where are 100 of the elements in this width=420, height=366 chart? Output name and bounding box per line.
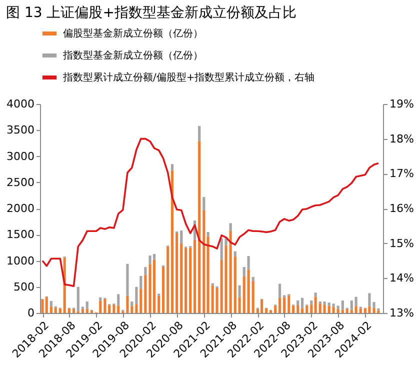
bar [68, 308, 70, 313]
bar [283, 297, 286, 313]
bar [162, 267, 165, 313]
bar [144, 274, 147, 313]
bar [323, 302, 326, 305]
bar [144, 267, 147, 275]
bar [54, 308, 57, 313]
bar [346, 308, 348, 313]
bar [336, 306, 340, 309]
bar [354, 296, 358, 306]
bar [332, 306, 335, 313]
bar [180, 230, 183, 244]
bar [72, 308, 76, 313]
bar [198, 141, 201, 313]
bar [99, 300, 102, 313]
y-tick-label: 0 [28, 306, 34, 320]
bar [252, 276, 254, 282]
bar [314, 292, 317, 297]
y2-tick-label: 17% [390, 167, 414, 180]
bar [189, 248, 192, 313]
bar [300, 308, 304, 313]
bar [238, 297, 241, 313]
bar [229, 230, 232, 313]
y-tick-label: 500 [14, 280, 34, 294]
bar [41, 299, 44, 313]
y2-tick-label: 19% [390, 98, 414, 110]
bar [176, 233, 178, 313]
bar [278, 284, 282, 298]
bar [193, 240, 196, 313]
chart-title: 图 13 上证偏股+指数型基金新成立份额及占比 [6, 5, 296, 21]
bar [224, 246, 228, 313]
bar [50, 300, 52, 306]
bar [292, 306, 295, 313]
bar [112, 304, 116, 313]
bar [180, 244, 183, 313]
bar [45, 296, 48, 313]
bar [81, 308, 84, 313]
bar [202, 197, 206, 210]
line-series [42, 138, 380, 288]
bar [359, 308, 362, 313]
bar [76, 286, 80, 312]
y-tick-label: 3500 [6, 124, 34, 137]
y-tick-label: 1500 [6, 228, 34, 242]
bar [86, 308, 88, 313]
bar [314, 296, 317, 313]
bar [50, 306, 52, 313]
legend-label: 偏股型基金新成立份额（亿份） [63, 28, 203, 40]
bar [148, 256, 152, 264]
bar [269, 310, 272, 313]
bar [323, 304, 326, 313]
bar [354, 306, 358, 313]
bar [341, 300, 344, 310]
bar [108, 305, 111, 313]
bar [86, 302, 88, 309]
y2-tick-label: 16% [390, 202, 414, 215]
bar [117, 306, 120, 313]
bar [99, 297, 102, 301]
bar [274, 306, 277, 313]
bar [202, 210, 206, 313]
y-tick-label: 2500 [6, 176, 34, 189]
legend-label: 指数型累计成立份额/偏股型+指数型累计成立份额，右轴 [62, 72, 315, 84]
bar [58, 308, 62, 313]
y-tick-label: 2000 [6, 202, 34, 215]
bar [300, 298, 304, 308]
bar [332, 304, 335, 307]
y2-tick-label: 15% [390, 236, 414, 250]
bar [238, 285, 241, 298]
y-tick-label: 4000 [6, 98, 34, 110]
y2-tick-label: 18% [390, 132, 414, 146]
bar [278, 297, 282, 313]
bar [288, 295, 290, 313]
bar [126, 296, 129, 313]
bar [117, 294, 120, 306]
y-tick-label: 3000 [6, 150, 34, 163]
bar [198, 126, 201, 142]
bar [296, 304, 300, 313]
bar [234, 251, 236, 257]
legend-label: 指数型基金新成立份额（亿份） [62, 50, 203, 62]
bar [170, 170, 174, 313]
bar [247, 270, 250, 313]
bar [152, 260, 156, 313]
bar [252, 281, 254, 313]
bar [184, 248, 188, 313]
bar [216, 288, 218, 313]
bar [341, 310, 344, 313]
bar [306, 306, 308, 313]
y-tick-label: 1000 [6, 254, 34, 268]
bar [158, 296, 160, 313]
bar [170, 164, 174, 170]
bar [260, 299, 264, 313]
bar [130, 302, 134, 306]
bar [310, 300, 313, 305]
bar [206, 232, 210, 236]
bar [104, 298, 106, 313]
bar [296, 300, 300, 305]
bar [234, 256, 236, 313]
bar [336, 308, 340, 313]
bar [265, 308, 268, 313]
bar [166, 246, 170, 313]
y2-tick-label: 13% [390, 306, 414, 320]
